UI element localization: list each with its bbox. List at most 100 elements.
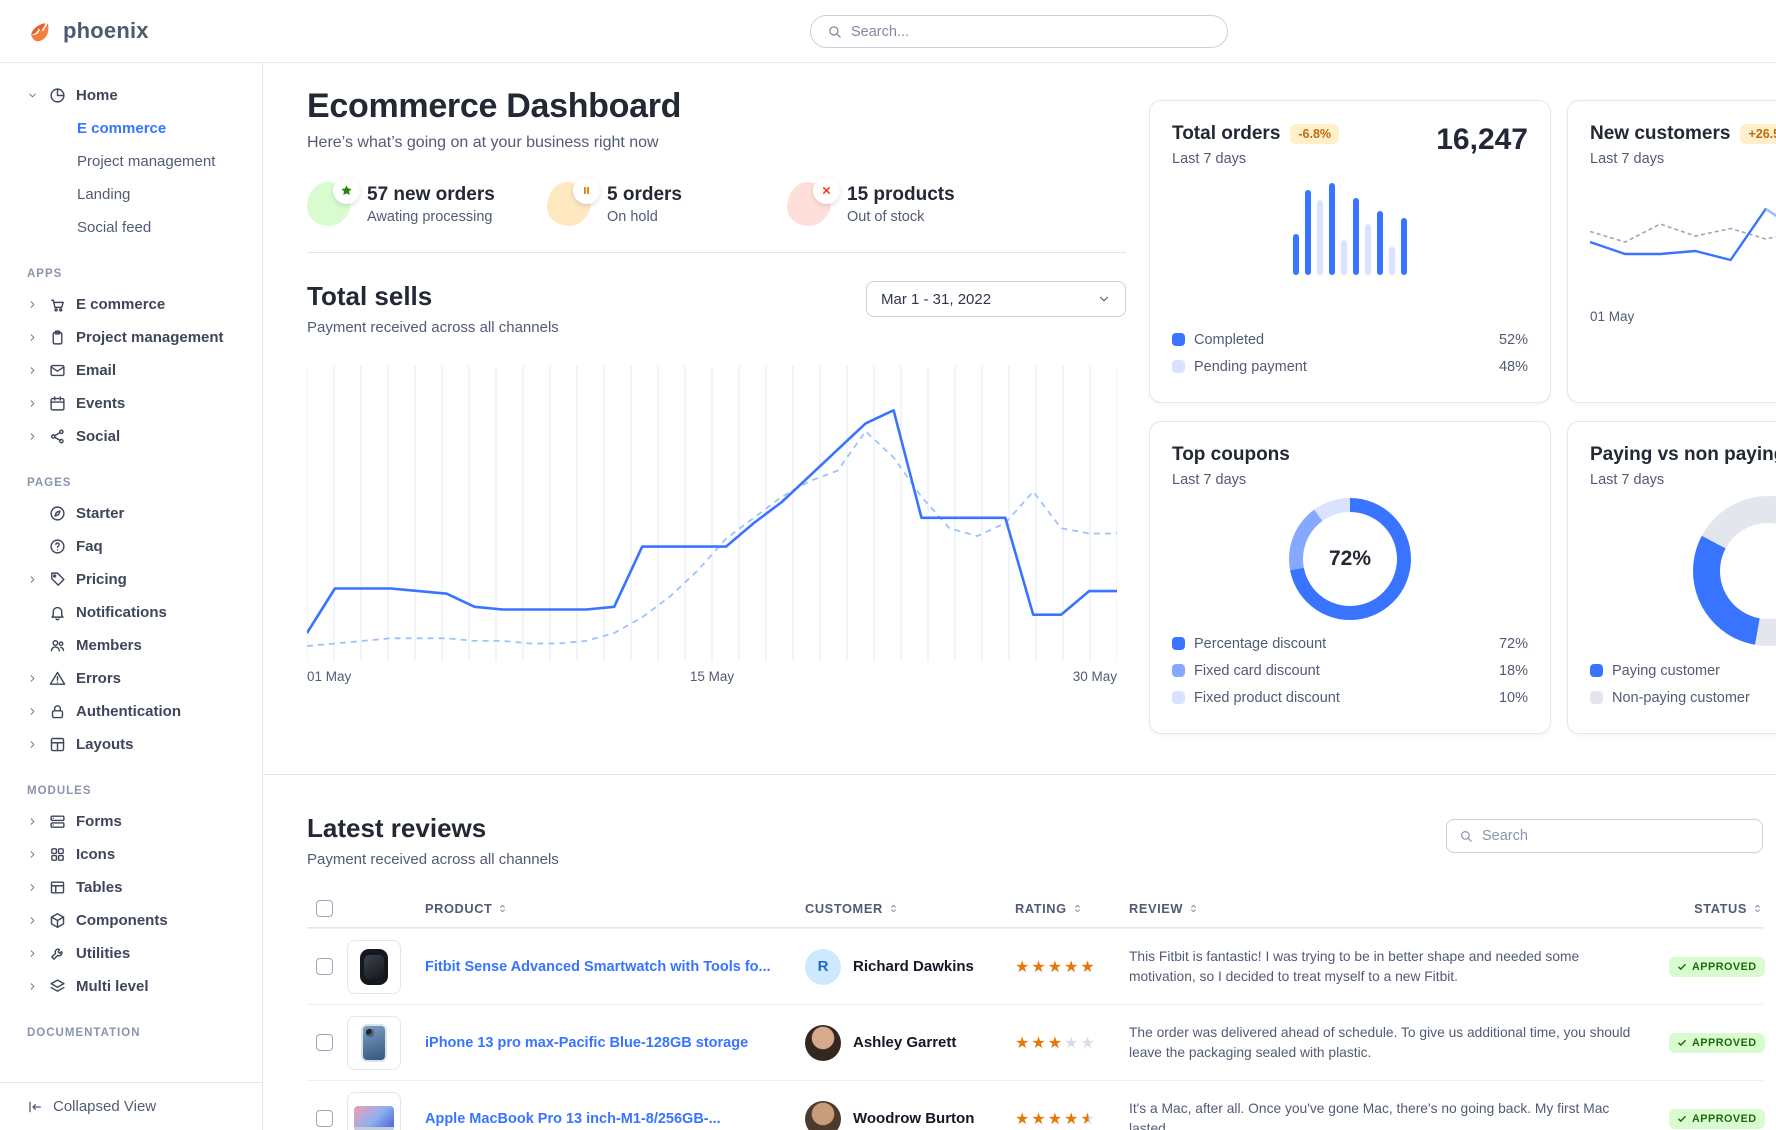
bar: [1329, 183, 1335, 275]
sidebar-item-label: Authentication: [76, 703, 181, 720]
phoenix-logo-icon: [26, 18, 53, 45]
sidebar-item-label: Project management: [76, 329, 224, 346]
sidebar-item-forms[interactable]: Forms: [0, 805, 262, 838]
sidebar-section-label-pages: PAGES: [27, 477, 72, 489]
sidebar-item-events[interactable]: Events: [0, 387, 262, 420]
calendar-icon: [49, 395, 66, 412]
legend-swatch: [1590, 691, 1603, 704]
avatar: R: [805, 948, 841, 985]
top-coupons-card: Top coupons Last 7 days 72% Percentage d…: [1149, 421, 1551, 734]
global-search[interactable]: [810, 15, 1228, 48]
card-period: Last 7 days: [1590, 472, 1665, 488]
product-link[interactable]: Apple MacBook Pro 13 inch-M1-8/256GB-...: [425, 1110, 721, 1127]
caret-right-icon: [27, 882, 39, 893]
sidebar-item-icons[interactable]: Icons: [0, 838, 262, 871]
sidebar-item-label: Pricing: [76, 571, 127, 588]
collapsed-view-toggle[interactable]: Collapsed View: [0, 1082, 262, 1130]
reviews-search[interactable]: [1446, 819, 1763, 853]
envelope-icon: [49, 362, 66, 379]
sidebar-item-label: Notifications: [76, 604, 167, 621]
stats-row: 57 new orders Awating processing 5 orders O…: [307, 177, 1129, 226]
legend-label: Non-paying customer: [1612, 689, 1750, 706]
orders-legend: Completed 52% Pending payment 48%: [1172, 326, 1528, 380]
column-header-customer[interactable]: CUSTOMER: [805, 901, 1015, 916]
global-search-input[interactable]: [851, 23, 1211, 40]
sidebar-item-project-management[interactable]: Project management: [77, 153, 216, 170]
sidebar-item-email[interactable]: Email: [0, 354, 262, 387]
x-icon: [813, 177, 840, 204]
review-text: This Fitbit is fantastic! I was trying t…: [1129, 948, 1580, 984]
product-image[interactable]: [347, 1015, 401, 1070]
date-range-select[interactable]: Mar 1 - 31, 2022: [866, 281, 1126, 317]
sidebar-section-label-modules: MODULES: [27, 785, 92, 797]
stat-on-hold: 5 orders On hold: [547, 177, 747, 226]
sidebar-item-multi-level[interactable]: Multi level: [0, 970, 262, 1003]
sidebar-item-label: Email: [76, 362, 117, 379]
sidebar-item-label: Layouts: [76, 736, 134, 753]
paying-card: Paying vs non paying Last 7 days Paying …: [1567, 421, 1776, 734]
caret-right-icon: [27, 673, 39, 684]
legend-swatch: [1172, 360, 1185, 373]
trend-badge: -6.8%: [1290, 124, 1340, 144]
sidebar-item-label: Errors: [76, 670, 122, 687]
sidebar-item-landing[interactable]: Landing: [77, 186, 131, 203]
sidebar-item-layouts[interactable]: Layouts: [0, 728, 262, 761]
caret-right-icon: [27, 849, 39, 860]
sidebar-item-components[interactable]: Components: [0, 904, 262, 937]
column-header-rating[interactable]: RATING: [1015, 901, 1129, 916]
sidebar-item-label: Events: [76, 395, 126, 412]
sidebar-section-label-apps: APPS: [27, 268, 63, 280]
table-header-row: PRODUCT CUSTOMER RATING REVIEW STATUS: [307, 890, 1763, 928]
sidebar-item-faq[interactable]: Faq: [0, 530, 262, 563]
product-image[interactable]: [347, 1091, 401, 1130]
warning-triangle-icon: [49, 670, 66, 687]
column-header-status[interactable]: STATUS: [1669, 901, 1763, 916]
sidebar-item-members[interactable]: Members: [0, 629, 262, 662]
select-all-checkbox[interactable]: [316, 900, 333, 917]
customer-cell: Woodrow Burton: [805, 1100, 1015, 1130]
sidebar-item-social-feed[interactable]: Social feed: [77, 219, 152, 236]
sidebar-item-notifications[interactable]: Notifications: [0, 596, 262, 629]
total-orders-value: 16,247: [1436, 123, 1528, 156]
legend-item: Completed 52%: [1172, 326, 1528, 353]
sidebar-item-errors[interactable]: Errors: [0, 662, 262, 695]
sidebar-item-project-management[interactable]: Project management: [0, 321, 262, 354]
sidebar-item-e-commerce[interactable]: E commerce: [0, 288, 262, 321]
row-checkbox[interactable]: [316, 1110, 333, 1127]
sort-icon: [497, 903, 508, 914]
sidebar-item-starter[interactable]: Starter: [0, 497, 262, 530]
sidebar-item-e-commerce[interactable]: E commerce: [77, 120, 167, 137]
column-header-product[interactable]: PRODUCT: [425, 901, 805, 916]
sidebar-item-utilities[interactable]: Utilities: [0, 937, 262, 970]
row-checkbox[interactable]: [316, 958, 333, 975]
sidebar-item-authentication[interactable]: Authentication: [0, 695, 262, 728]
product-image[interactable]: [347, 939, 401, 994]
pie-chart-icon: [49, 87, 66, 104]
legend-label: Fixed card discount: [1194, 662, 1320, 679]
caret-right-icon: [27, 739, 39, 750]
product-link[interactable]: Fitbit Sense Advanced Smartwatch with To…: [425, 958, 771, 975]
top-navbar: phoenix: [0, 0, 1776, 63]
sidebar-item-tables[interactable]: Tables: [0, 871, 262, 904]
paying-legend: Paying customer Non-paying customer: [1590, 657, 1776, 711]
sidebar-item-pricing[interactable]: Pricing: [0, 563, 262, 596]
stat-blob: [547, 177, 600, 226]
sidebar-item-social[interactable]: Social: [0, 420, 262, 453]
sidebar-item-home[interactable]: Home: [0, 79, 262, 112]
customer-cell: R Richard Dawkins: [805, 948, 1015, 985]
legend-value: 52%: [1498, 331, 1528, 348]
components-icon: [49, 912, 66, 929]
brand[interactable]: phoenix: [0, 18, 149, 45]
star-filled-icon: [333, 177, 360, 204]
stat-value: 15 products: [847, 183, 955, 205]
product-link[interactable]: iPhone 13 pro max-Pacific Blue-128GB sto…: [425, 1034, 749, 1051]
x-tick: 01 May: [307, 669, 352, 684]
reviews-search-input[interactable]: [1482, 828, 1750, 844]
sidebar-item-label: Forms: [76, 813, 122, 830]
column-header-review[interactable]: REVIEW: [1129, 901, 1669, 916]
caret-down-icon: [27, 90, 39, 101]
legend-item: Pending payment 48%: [1172, 353, 1528, 380]
row-checkbox[interactable]: [316, 1034, 333, 1051]
sidebar-item-label: Social: [76, 428, 121, 445]
